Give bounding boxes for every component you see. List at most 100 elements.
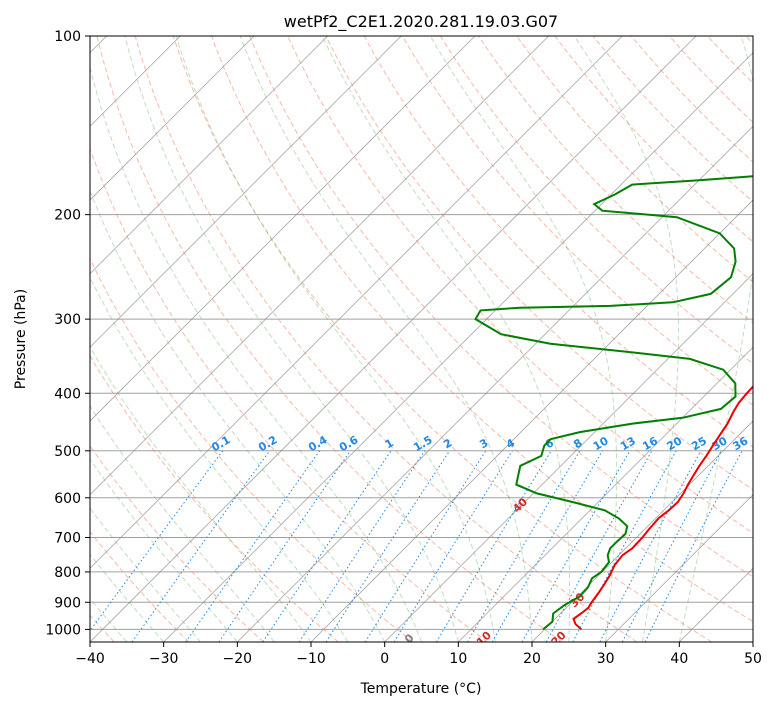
dry-adiabat-line xyxy=(211,36,753,623)
y-tick-label: 800 xyxy=(54,565,81,581)
mixing-ratio-line xyxy=(521,450,631,642)
isotherm-line xyxy=(90,36,697,642)
dry-adiabat-line xyxy=(90,354,339,642)
x-tick-label: 20 xyxy=(523,651,541,667)
dry-adiabat-label: 0 xyxy=(402,631,417,646)
mixing-ratio-line xyxy=(364,450,487,642)
y-tick-label: 900 xyxy=(54,595,81,611)
dry-adiabat-line xyxy=(745,36,753,45)
dry-adiabat-line xyxy=(363,36,753,448)
moist-adiabat-line xyxy=(321,36,571,642)
dewpoint-profile xyxy=(474,175,753,631)
x-tick-label: −20 xyxy=(223,651,253,667)
isotherm-line xyxy=(237,125,753,642)
dry-adiabat-line xyxy=(325,36,753,491)
mixing-ratio-line xyxy=(298,450,426,642)
moist-adiabat-line xyxy=(239,36,533,642)
x-tick-label: 40 xyxy=(670,651,688,667)
y-tick-label: 200 xyxy=(54,208,81,224)
dry-adiabat-line xyxy=(90,147,488,642)
x-axis-label: Temperature (°C) xyxy=(360,681,482,697)
dry-adiabat-label: 30 xyxy=(567,590,587,610)
x-axis: −40 −30 −20 −10 0 10 20 30 40 50 xyxy=(75,642,762,667)
moist-adiabat-line xyxy=(678,36,753,642)
mixing-ratio-line xyxy=(467,450,581,642)
moist-adiabat-line xyxy=(90,276,349,642)
dry-adiabat-line xyxy=(707,36,753,84)
x-tick-label: −30 xyxy=(149,651,179,667)
dry-adiabat-line xyxy=(592,36,753,203)
y-tick-label: 300 xyxy=(54,312,81,328)
background-lines xyxy=(90,36,753,642)
background-labels: 0.10.20.40.611.52346810131620253036-100-… xyxy=(209,433,750,648)
isotherm-line xyxy=(679,567,753,642)
x-tick-label: −10 xyxy=(296,651,326,667)
isotherm-line xyxy=(605,494,753,642)
dry-adiabat-line xyxy=(90,257,414,642)
moist-adiabat-line xyxy=(90,345,312,642)
dry-adiabat-line xyxy=(90,444,264,642)
y-axis-label: Pressure (hPa) xyxy=(13,289,29,389)
plot-frame xyxy=(89,35,754,643)
mixing-ratio-line xyxy=(644,450,743,642)
y-axis: 100 200 300 400 500 600 700 800 900 1000 xyxy=(45,29,90,638)
mixing-ratio-line xyxy=(545,450,653,642)
isotherm-line xyxy=(384,273,753,642)
mixing-ratio-line xyxy=(572,450,677,642)
x-tick-label: 30 xyxy=(597,651,615,667)
y-tick-label: 1000 xyxy=(45,622,81,638)
isotherm-line xyxy=(90,36,476,422)
mixing-ratio-line xyxy=(131,450,271,642)
dry-adiabat-line xyxy=(90,530,190,642)
dry-adiabat-line xyxy=(554,36,753,243)
dry-adiabat-label: 20 xyxy=(549,628,569,648)
y-tick-label: 700 xyxy=(54,531,81,547)
isotherm-line xyxy=(752,641,753,642)
mixing-ratio-label: 4 xyxy=(504,436,517,451)
moist-adiabat-line xyxy=(90,189,386,642)
y-tick-label: 500 xyxy=(54,444,81,460)
isotherm-line xyxy=(310,199,753,642)
mixing-ratio-line xyxy=(262,450,392,642)
mixing-ratio-line xyxy=(621,450,722,642)
mixing-ratio-label: 1 xyxy=(383,436,396,451)
isotherm-line xyxy=(90,36,255,201)
dry-adiabat-line xyxy=(439,36,753,365)
dry-adiabat-line xyxy=(172,36,712,642)
x-tick-label: 0 xyxy=(380,651,389,667)
moist-adiabat-line xyxy=(90,458,238,642)
mixing-ratio-line xyxy=(90,450,224,632)
dry-adiabat-label: 10 xyxy=(474,628,494,648)
y-tick-label: 100 xyxy=(54,29,81,45)
isotherm-line xyxy=(531,420,753,642)
moist-adiabat-line xyxy=(175,36,496,642)
dry-adiabat-line xyxy=(516,36,753,283)
isotherm-line xyxy=(90,36,402,348)
y-tick-label: 600 xyxy=(54,491,81,507)
x-tick-label: 50 xyxy=(744,651,762,667)
isotherm-line xyxy=(163,52,753,642)
x-tick-label: 10 xyxy=(449,651,467,667)
mixing-ratio-line xyxy=(325,450,451,642)
mixing-ratio-label: 2 xyxy=(441,436,454,451)
dry-adiabat-line xyxy=(134,36,638,642)
chart-title: wetPf2_C2E1.2020.281.19.03.G07 xyxy=(284,12,558,32)
isotherm-line xyxy=(90,36,328,275)
moist-adiabat-line xyxy=(124,36,459,642)
isotherm-line xyxy=(90,36,623,569)
dry-adiabat-line xyxy=(249,36,753,578)
x-tick-label: −40 xyxy=(75,651,105,667)
mixing-ratio-line xyxy=(435,450,552,642)
moist-adiabat-line xyxy=(573,36,679,642)
mixing-ratio-line xyxy=(218,450,351,642)
moist-adiabat-line xyxy=(90,507,201,642)
moist-adiabat-line xyxy=(429,36,618,642)
isotherm-line xyxy=(90,36,549,496)
y-tick-label: 400 xyxy=(54,386,81,402)
dry-adiabat-line xyxy=(669,36,753,124)
isotherm-line xyxy=(458,346,753,642)
dry-adiabat-line xyxy=(96,36,563,642)
temperature-profile xyxy=(572,385,753,631)
series-layer xyxy=(474,175,753,631)
